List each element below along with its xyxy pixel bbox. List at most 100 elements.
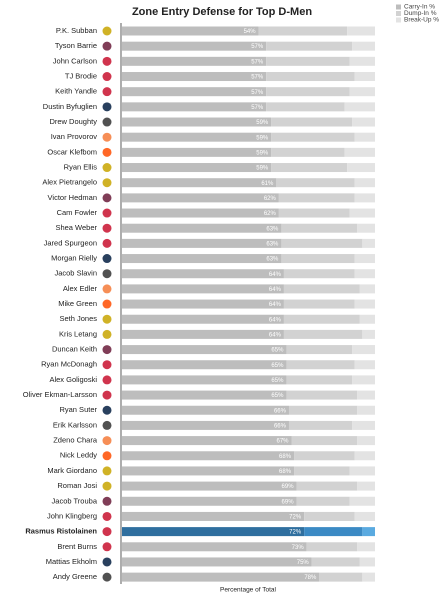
category-label: Oliver Ekman-Larsson: [23, 390, 97, 399]
team-logo: [102, 451, 112, 461]
bar-segment: [306, 542, 358, 552]
bar-segment: [271, 132, 355, 142]
bar-segment: [122, 269, 284, 279]
team-logo: [102, 56, 112, 66]
team-logo: [102, 481, 112, 491]
team-logo: [102, 360, 112, 370]
team-logo: [102, 496, 112, 506]
bar-segment: [362, 329, 375, 339]
category-label: Jacob Trouba: [52, 496, 98, 505]
chart-title: Zone Entry Defense for Top D-Men: [132, 6, 312, 18]
team-logo: [102, 163, 112, 173]
team-logo: [102, 436, 112, 446]
team-logo: [102, 269, 112, 279]
bar-segment: [286, 375, 353, 385]
legend-label: Carry-In %: [404, 4, 435, 11]
team-logo: [102, 284, 112, 294]
value-label: 67%: [276, 439, 289, 445]
bar-segment: [281, 238, 363, 248]
team-logo: [102, 208, 112, 218]
category-label: Ivan Provorov: [51, 132, 98, 141]
bar-segment: [122, 163, 272, 173]
category-label: Ryan McDonagh: [41, 360, 97, 369]
team-logo: [102, 238, 112, 248]
value-label: 57%: [251, 59, 264, 65]
value-label: 78%: [304, 575, 317, 581]
team-logo: [102, 314, 112, 324]
bar-segment: [271, 147, 345, 157]
bar-segment: [354, 178, 375, 188]
category-label: Jared Spurgeon: [44, 238, 97, 247]
bar-segment: [286, 345, 353, 355]
value-label: 75%: [297, 560, 310, 566]
bar-segment: [276, 178, 355, 188]
bar-segment: [354, 269, 375, 279]
category-label: Ryan Ellis: [64, 163, 98, 172]
value-label: 66%: [274, 408, 287, 414]
team-logo: [102, 26, 112, 36]
team-logo: [102, 375, 112, 385]
bar-segment: [271, 163, 348, 173]
value-label: 69%: [282, 484, 295, 490]
team-logo: [102, 420, 112, 430]
bar-segment: [283, 329, 363, 339]
bar-segment: [122, 238, 282, 248]
bar-segment: [354, 193, 375, 203]
category-label: John Carlson: [53, 56, 97, 65]
value-label: 64%: [269, 287, 282, 293]
team-logo: [102, 147, 112, 157]
team-logo: [102, 329, 112, 339]
bar-segment: [357, 481, 375, 491]
bar-segment: [122, 436, 292, 446]
team-logo: [102, 527, 112, 537]
category-label: Keith Yandle: [55, 87, 97, 96]
category-label: Brent Burns: [57, 542, 97, 551]
bar-segment: [122, 284, 284, 294]
bar-segment: [349, 87, 375, 97]
bar-segment: [319, 572, 363, 582]
value-label: 59%: [256, 135, 269, 141]
category-label: Seth Jones: [59, 314, 97, 323]
bar-segment: [354, 451, 375, 461]
category-label: TJ Brodie: [65, 71, 97, 80]
team-logo: [102, 41, 112, 51]
bar-segment: [296, 481, 358, 491]
bar-segment: [122, 496, 297, 506]
value-label: 69%: [282, 499, 295, 505]
bar-segment: [347, 26, 375, 36]
bar-segment: [357, 390, 375, 400]
bar-segment: [122, 72, 267, 82]
category-label: Tyson Barrie: [55, 41, 97, 50]
bar-segment: [359, 284, 375, 294]
value-label: 64%: [269, 272, 282, 278]
value-label: 64%: [269, 302, 282, 308]
bar-segment: [354, 254, 375, 264]
bar-segment: [352, 345, 375, 355]
category-label: Erik Karlsson: [53, 420, 97, 429]
category-label: Drew Doughty: [49, 117, 97, 126]
bar-segment: [122, 254, 282, 264]
bar-segment: [122, 557, 312, 567]
value-label: 72%: [289, 530, 302, 536]
value-label: 65%: [271, 363, 284, 369]
bar-segment: [122, 527, 305, 537]
bar-segment: [354, 299, 375, 309]
value-label: 62%: [264, 211, 277, 217]
bar-segment: [349, 208, 375, 218]
category-label: Alex Pietrangelo: [42, 178, 97, 187]
team-logo: [102, 511, 112, 521]
bar-segment: [344, 147, 375, 157]
category-label: Cam Fowler: [57, 208, 98, 217]
bar-segment: [122, 314, 284, 324]
bar-segment: [294, 466, 350, 476]
bar-segment: [266, 87, 350, 97]
bar-segment: [349, 56, 375, 66]
value-label: 72%: [289, 515, 302, 521]
bar-segment: [122, 26, 259, 36]
category-label: Mike Green: [58, 299, 97, 308]
bar-segment: [122, 360, 287, 370]
bar-segment: [281, 254, 355, 264]
team-logo: [102, 405, 112, 415]
bar-segment: [286, 390, 358, 400]
bar-segment: [352, 375, 375, 385]
